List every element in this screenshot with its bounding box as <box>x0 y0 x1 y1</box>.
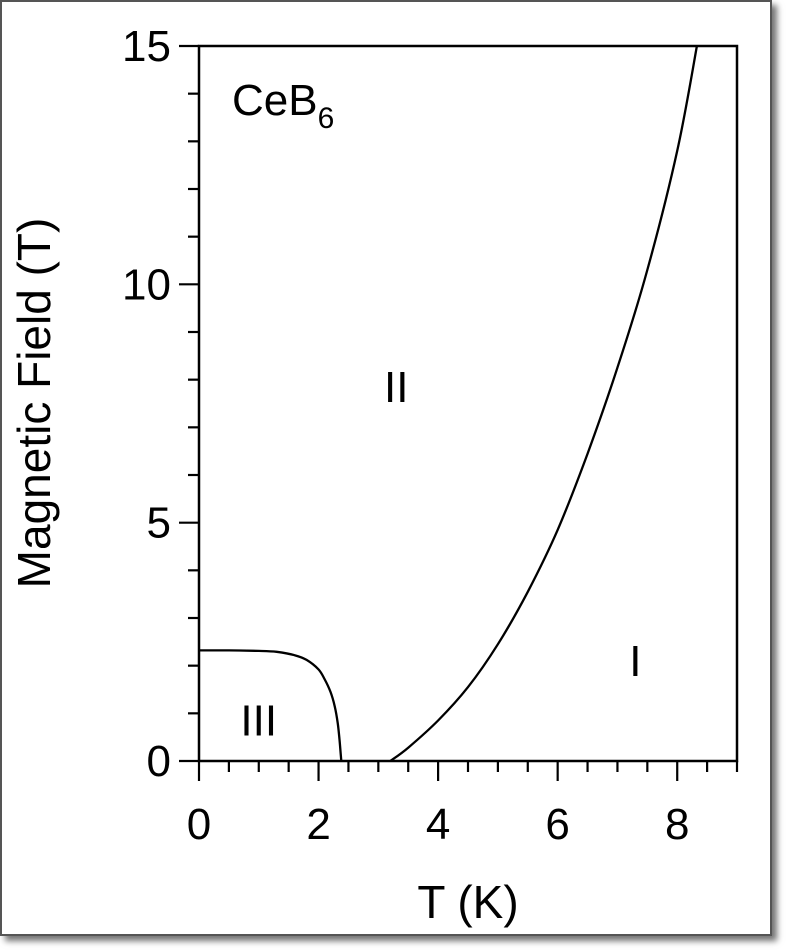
x-tick-label: 8 <box>665 800 689 849</box>
compound-subscript: 6 <box>318 102 335 135</box>
x-tick-label: 0 <box>187 800 211 849</box>
region-label-ii: II <box>384 363 408 412</box>
y-tick-label: 10 <box>122 260 171 309</box>
plot-area-frame <box>197 44 739 763</box>
y-tick-label: 0 <box>147 737 171 786</box>
x-axis-title: T (K) <box>417 876 518 928</box>
phase-boundary-ii-i <box>389 45 699 762</box>
x-tick-label: 6 <box>545 800 569 849</box>
phase-boundaries <box>198 45 699 762</box>
axis-tick-labels: 0 2 4 6 8 0 5 10 15 <box>122 22 689 849</box>
compound-base: CeB <box>232 76 318 125</box>
axis-ticks <box>179 44 739 781</box>
y-tick-label: 5 <box>147 499 171 548</box>
x-tick-label: 2 <box>306 800 330 849</box>
y-tick-label: 15 <box>122 22 171 71</box>
region-label-i: I <box>629 637 641 686</box>
figure-frame <box>0 0 772 936</box>
region-label-iii: III <box>240 696 277 745</box>
phase-boundary-iii <box>198 649 343 762</box>
compound-label: CeB6 <box>232 76 334 135</box>
x-tick-label: 4 <box>426 800 450 849</box>
y-axis-title: Magnetic Field (T) <box>8 218 60 589</box>
